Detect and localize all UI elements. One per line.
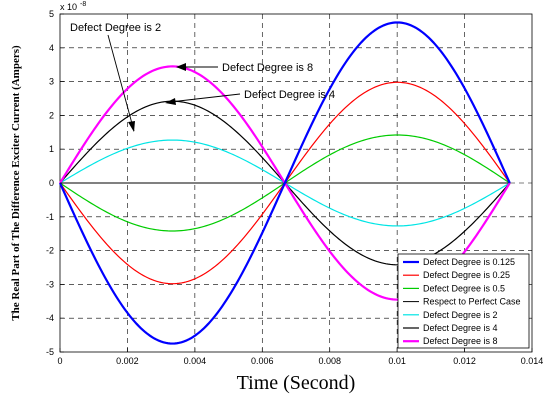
legend-label: Defect Degree is 0.125	[423, 257, 515, 267]
y-tick-label: -2	[46, 246, 54, 256]
y-multiplier: x 10	[60, 2, 77, 12]
y-axis-label: The Real Part of The Difference Exciter …	[10, 45, 22, 321]
x-axis-label: Time (Second)	[237, 372, 356, 394]
x-tick-label: 0.008	[318, 356, 341, 366]
y-tick-label: 2	[49, 110, 54, 120]
annotation-arrowhead-8	[176, 63, 186, 71]
y-tick-label: 5	[49, 9, 54, 19]
x-tick-labels: 0 0.002 0.004 0.006 0.008 0.01 0.012 0.014	[57, 348, 543, 366]
x-tick-label: 0.004	[184, 356, 207, 366]
annotation-defect-2: Defect Degree is 2	[70, 22, 161, 34]
x-tick-label: 0.006	[251, 356, 274, 366]
annotation-defect-4: Defect Degree is 4	[244, 89, 335, 101]
legend-label: Defect Degree is 4	[423, 323, 498, 333]
y-tick-label: 0	[49, 178, 54, 188]
x-tick-label: 0	[57, 356, 62, 366]
y-tick-label: -4	[46, 313, 54, 323]
x-tick-label: 0.01	[388, 356, 406, 366]
legend-label: Defect Degree is 2	[423, 310, 498, 320]
x-tick-label: 0.002	[116, 356, 139, 366]
x-tick-label: 0.012	[453, 356, 476, 366]
legend-box	[397, 253, 530, 349]
legend-label: Defect Degree is 0.5	[423, 283, 505, 293]
annotation-arrowhead-4	[165, 98, 176, 105]
legend-label: Defect Degree is 0.25	[423, 270, 510, 280]
legend-label: Respect to Perfect Case	[423, 297, 521, 307]
annotation-arrow-2	[107, 34, 135, 132]
y-exponent: -8	[80, 1, 86, 8]
y-tick-label: -3	[46, 279, 54, 289]
legend-label: Defect Degree is 8	[423, 336, 498, 346]
annotation-arrowhead-2	[128, 121, 135, 132]
y-tick-label: 1	[49, 144, 54, 154]
y-tick-label: -5	[46, 347, 54, 357]
annotation-defect-8: Defect Degree is 8	[222, 62, 313, 74]
series-line	[58, 21, 511, 345]
x-tick-label: 0.014	[521, 356, 544, 366]
y-tick-labels: -5 -4 -3 -2 -1 0 1 2 3 4 5	[46, 9, 64, 357]
y-tick-label: -1	[46, 212, 54, 222]
y-tick-label: 3	[49, 77, 54, 87]
y-tick-label: 4	[49, 43, 54, 53]
annotation-arrow-4	[169, 93, 241, 103]
legend: Defect Degree is 0.125 Defect Degree is 0…	[397, 253, 530, 349]
